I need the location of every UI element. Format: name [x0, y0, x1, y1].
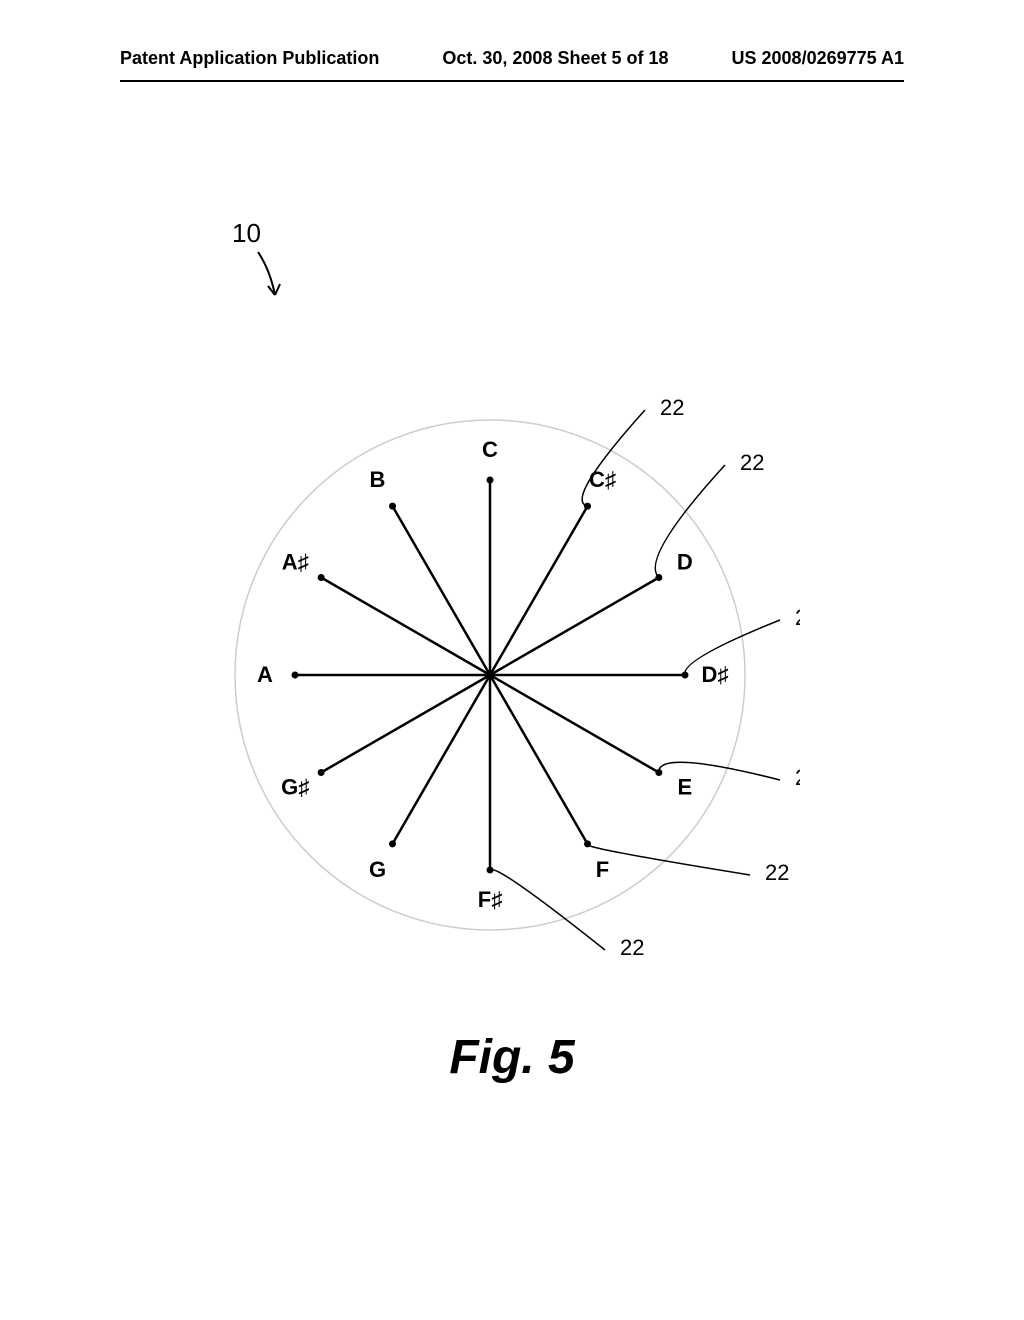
spoke-endpoint-dot: [292, 672, 299, 679]
assembly-ref-label: 10: [232, 218, 261, 249]
note-label: A♯: [282, 550, 309, 575]
callout-ref-label: 22: [740, 450, 764, 475]
spoke-line: [393, 675, 491, 844]
spoke-line: [490, 506, 588, 675]
callout-ref-label: 22: [660, 395, 684, 420]
header-right: US 2008/0269775 A1: [732, 48, 904, 69]
note-label: G: [369, 857, 386, 882]
spoke-line: [321, 578, 490, 676]
note-label: D♯: [702, 662, 729, 687]
callout-leader: [587, 844, 750, 875]
header-center: Oct. 30, 2008 Sheet 5 of 18: [442, 48, 668, 69]
callout-leader: [685, 620, 780, 675]
page-header: Patent Application Publication Oct. 30, …: [0, 48, 1024, 69]
note-label: C: [482, 437, 498, 462]
spoke-endpoint-dot: [584, 503, 591, 510]
spoke-line: [490, 578, 659, 676]
note-label: F: [596, 857, 609, 882]
callout-leader: [490, 869, 605, 950]
note-label: D: [677, 550, 693, 575]
spoke-endpoint-dot: [389, 503, 396, 510]
callout-ref-label: 22: [620, 935, 644, 960]
header-left: Patent Application Publication: [120, 48, 379, 69]
spoke-endpoint-dot: [318, 769, 325, 776]
spoke-line: [393, 506, 491, 675]
header-rule: [120, 80, 904, 82]
spoke-line: [490, 675, 588, 844]
callout-ref-label: 22: [795, 605, 800, 630]
note-label: A: [257, 662, 273, 687]
note-label: G♯: [281, 775, 309, 800]
figure-svg: C C♯ D D♯ E F F♯ G G♯ A A♯ B 22 22 22 22 22 22: [200, 375, 800, 975]
note-label: E: [678, 775, 693, 800]
spoke-endpoint-dot: [487, 477, 494, 484]
figure-caption: Fig. 5: [0, 1030, 1024, 1085]
note-label: B: [370, 467, 386, 492]
spoke-endpoint-dot: [389, 840, 396, 847]
callout-ref-label: 22: [765, 860, 789, 885]
note-label: C♯: [589, 467, 616, 492]
callout-ref-label: 22: [795, 765, 800, 790]
spoke-line: [321, 675, 490, 773]
spoke-endpoint-dot: [318, 574, 325, 581]
assembly-ref-arrow-icon: [250, 250, 290, 310]
figure-diagram: C C♯ D D♯ E F F♯ G G♯ A A♯ B 22 22 22 22 22 22: [200, 375, 800, 975]
spoke-line: [490, 675, 659, 773]
note-label: F♯: [478, 887, 502, 912]
